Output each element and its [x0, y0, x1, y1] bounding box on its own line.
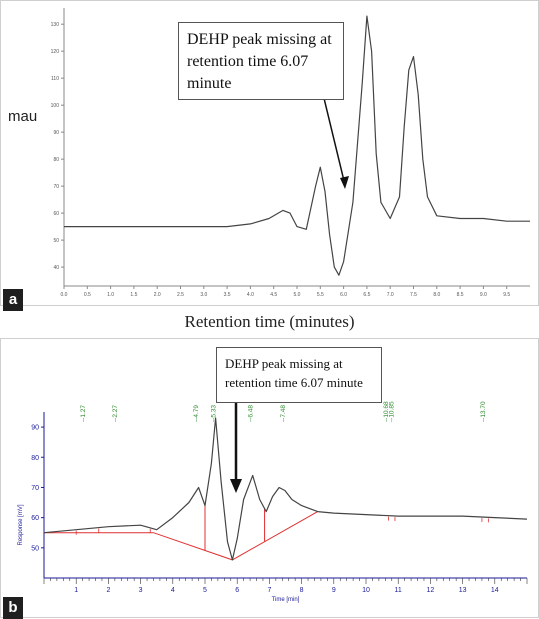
annotation-arrow-a — [321, 89, 346, 186]
x-tick-label-a: 9.5 — [503, 292, 510, 298]
x-tick-label-a: 7.5 — [410, 292, 417, 298]
x-tick-label-a: 3.0 — [200, 292, 207, 298]
y-tick-label-a: 40 — [53, 265, 59, 271]
x-tick-label-a: 3.5 — [224, 292, 231, 298]
x-tick-label-a: 8.5 — [457, 292, 464, 298]
x-tick-label-a: 4.5 — [270, 292, 277, 298]
y-tick-label-a: 50 — [53, 238, 59, 244]
x-tick-label-a: 1.0 — [107, 292, 114, 298]
peak-label-b: --4.79 — [193, 405, 200, 422]
peak-label-b: --10.85 — [388, 401, 395, 422]
x-tick-label-b: 4 — [171, 587, 175, 594]
x-tick-label-a: 2.0 — [154, 292, 161, 298]
peak-label-b: --10.68 — [383, 401, 390, 422]
x-tick-label-a: 7.0 — [387, 292, 394, 298]
baseline-line-b — [44, 511, 318, 561]
x-tick-label-b: 11 — [395, 587, 402, 594]
x-tick-label-a: 5.0 — [294, 292, 301, 298]
annotation-line-3: minute — [187, 75, 232, 92]
x-tick-label-b: 5 — [203, 587, 207, 594]
y-tick-label-a: 60 — [53, 211, 59, 217]
peak-label-b: --5.33 — [211, 405, 218, 422]
y-tick-label-a: 130 — [51, 22, 60, 28]
y-tick-label-b: 80 — [31, 455, 39, 462]
x-tick-label-b: 1 — [74, 587, 78, 594]
panel-label-a: a — [3, 289, 23, 311]
panel-a-chart: 0.0 0.5 1.0 1.5 2.0 2.5 3.0 3.5 4.0 4.5 5.0 5.5 6.0 6… — [51, 8, 530, 298]
x-tick-label-a: 6.5 — [363, 292, 370, 298]
y-tick-label-a: 120 — [51, 49, 60, 55]
trace-line-a — [64, 15, 530, 276]
x-tick-label-b: 2 — [106, 587, 110, 594]
annotation-box-a: DEHP peak missing at retention time 6.07… — [178, 22, 344, 100]
y-tick-label-a: 100 — [51, 103, 60, 109]
x-tick-label-b: 12 — [427, 587, 435, 594]
annotation-arrowhead-a — [340, 176, 349, 189]
annotation-arrowhead-b — [230, 479, 242, 493]
peak-label-b: --13.70 — [480, 401, 487, 422]
y-tick-label-b: 50 — [31, 545, 39, 552]
x-tick-label-b: 10 — [362, 587, 370, 594]
x-tick-label-b: 13 — [459, 587, 467, 594]
peak-label-b: --2.27 — [112, 405, 119, 422]
x-axis-label-a: Retention time (minutes) — [184, 312, 355, 331]
y-tick-label-a: 80 — [53, 157, 59, 163]
annotation-line-2: retention time 6.07 — [187, 53, 309, 70]
y-tick-label-a: 110 — [51, 76, 59, 82]
y-tick-label-a: 70 — [53, 184, 59, 190]
annotation-line-1: DEHP peak missing at — [225, 356, 343, 371]
peak-label-b: --6.48 — [248, 405, 255, 422]
panel-label-b: b — [3, 597, 23, 619]
x-tick-label-b: 6 — [235, 587, 239, 594]
x-tick-label-b: 3 — [139, 587, 143, 594]
x-axis-label-b: Time [min] — [272, 597, 300, 603]
y-tick-label-a: 90 — [53, 130, 59, 136]
y-tick-label-b: 60 — [31, 515, 39, 522]
x-tick-label-b: 7 — [267, 587, 271, 594]
x-tick-label-a: 6.0 — [340, 292, 347, 298]
annotation-box-b: DEHP peak missing at retention time 6.07… — [216, 347, 382, 403]
y-axis-label-b: Response [mV] — [18, 504, 24, 545]
x-tick-label-a: 0.5 — [84, 292, 91, 298]
x-tick-label-a: 0.0 — [61, 292, 68, 298]
y-tick-label-b: 70 — [31, 485, 39, 492]
y-tick-label-b: 90 — [31, 425, 39, 432]
y-axis-label-a: mau — [8, 108, 38, 125]
x-tick-label-a: 8.0 — [433, 292, 440, 298]
x-tick-label-a: 2.5 — [177, 292, 184, 298]
peak-label-b: --7.48 — [280, 405, 287, 422]
x-tick-label-a: 9.0 — [480, 292, 487, 298]
annotation-line-1: DEHP peak missing at — [187, 31, 332, 48]
peak-label-b: --1.27 — [80, 405, 87, 422]
x-tick-label-b: 8 — [300, 587, 304, 594]
x-tick-label-b: 14 — [491, 587, 499, 594]
annotation-line-2: retention time 6.07 minute — [225, 375, 363, 390]
trace-line-b — [43, 417, 528, 561]
x-tick-label-a: 4.0 — [247, 292, 254, 298]
x-tick-label-b: 9 — [332, 587, 336, 594]
x-tick-label-a: 5.5 — [317, 292, 324, 298]
x-tick-label-a: 1.5 — [130, 292, 137, 298]
